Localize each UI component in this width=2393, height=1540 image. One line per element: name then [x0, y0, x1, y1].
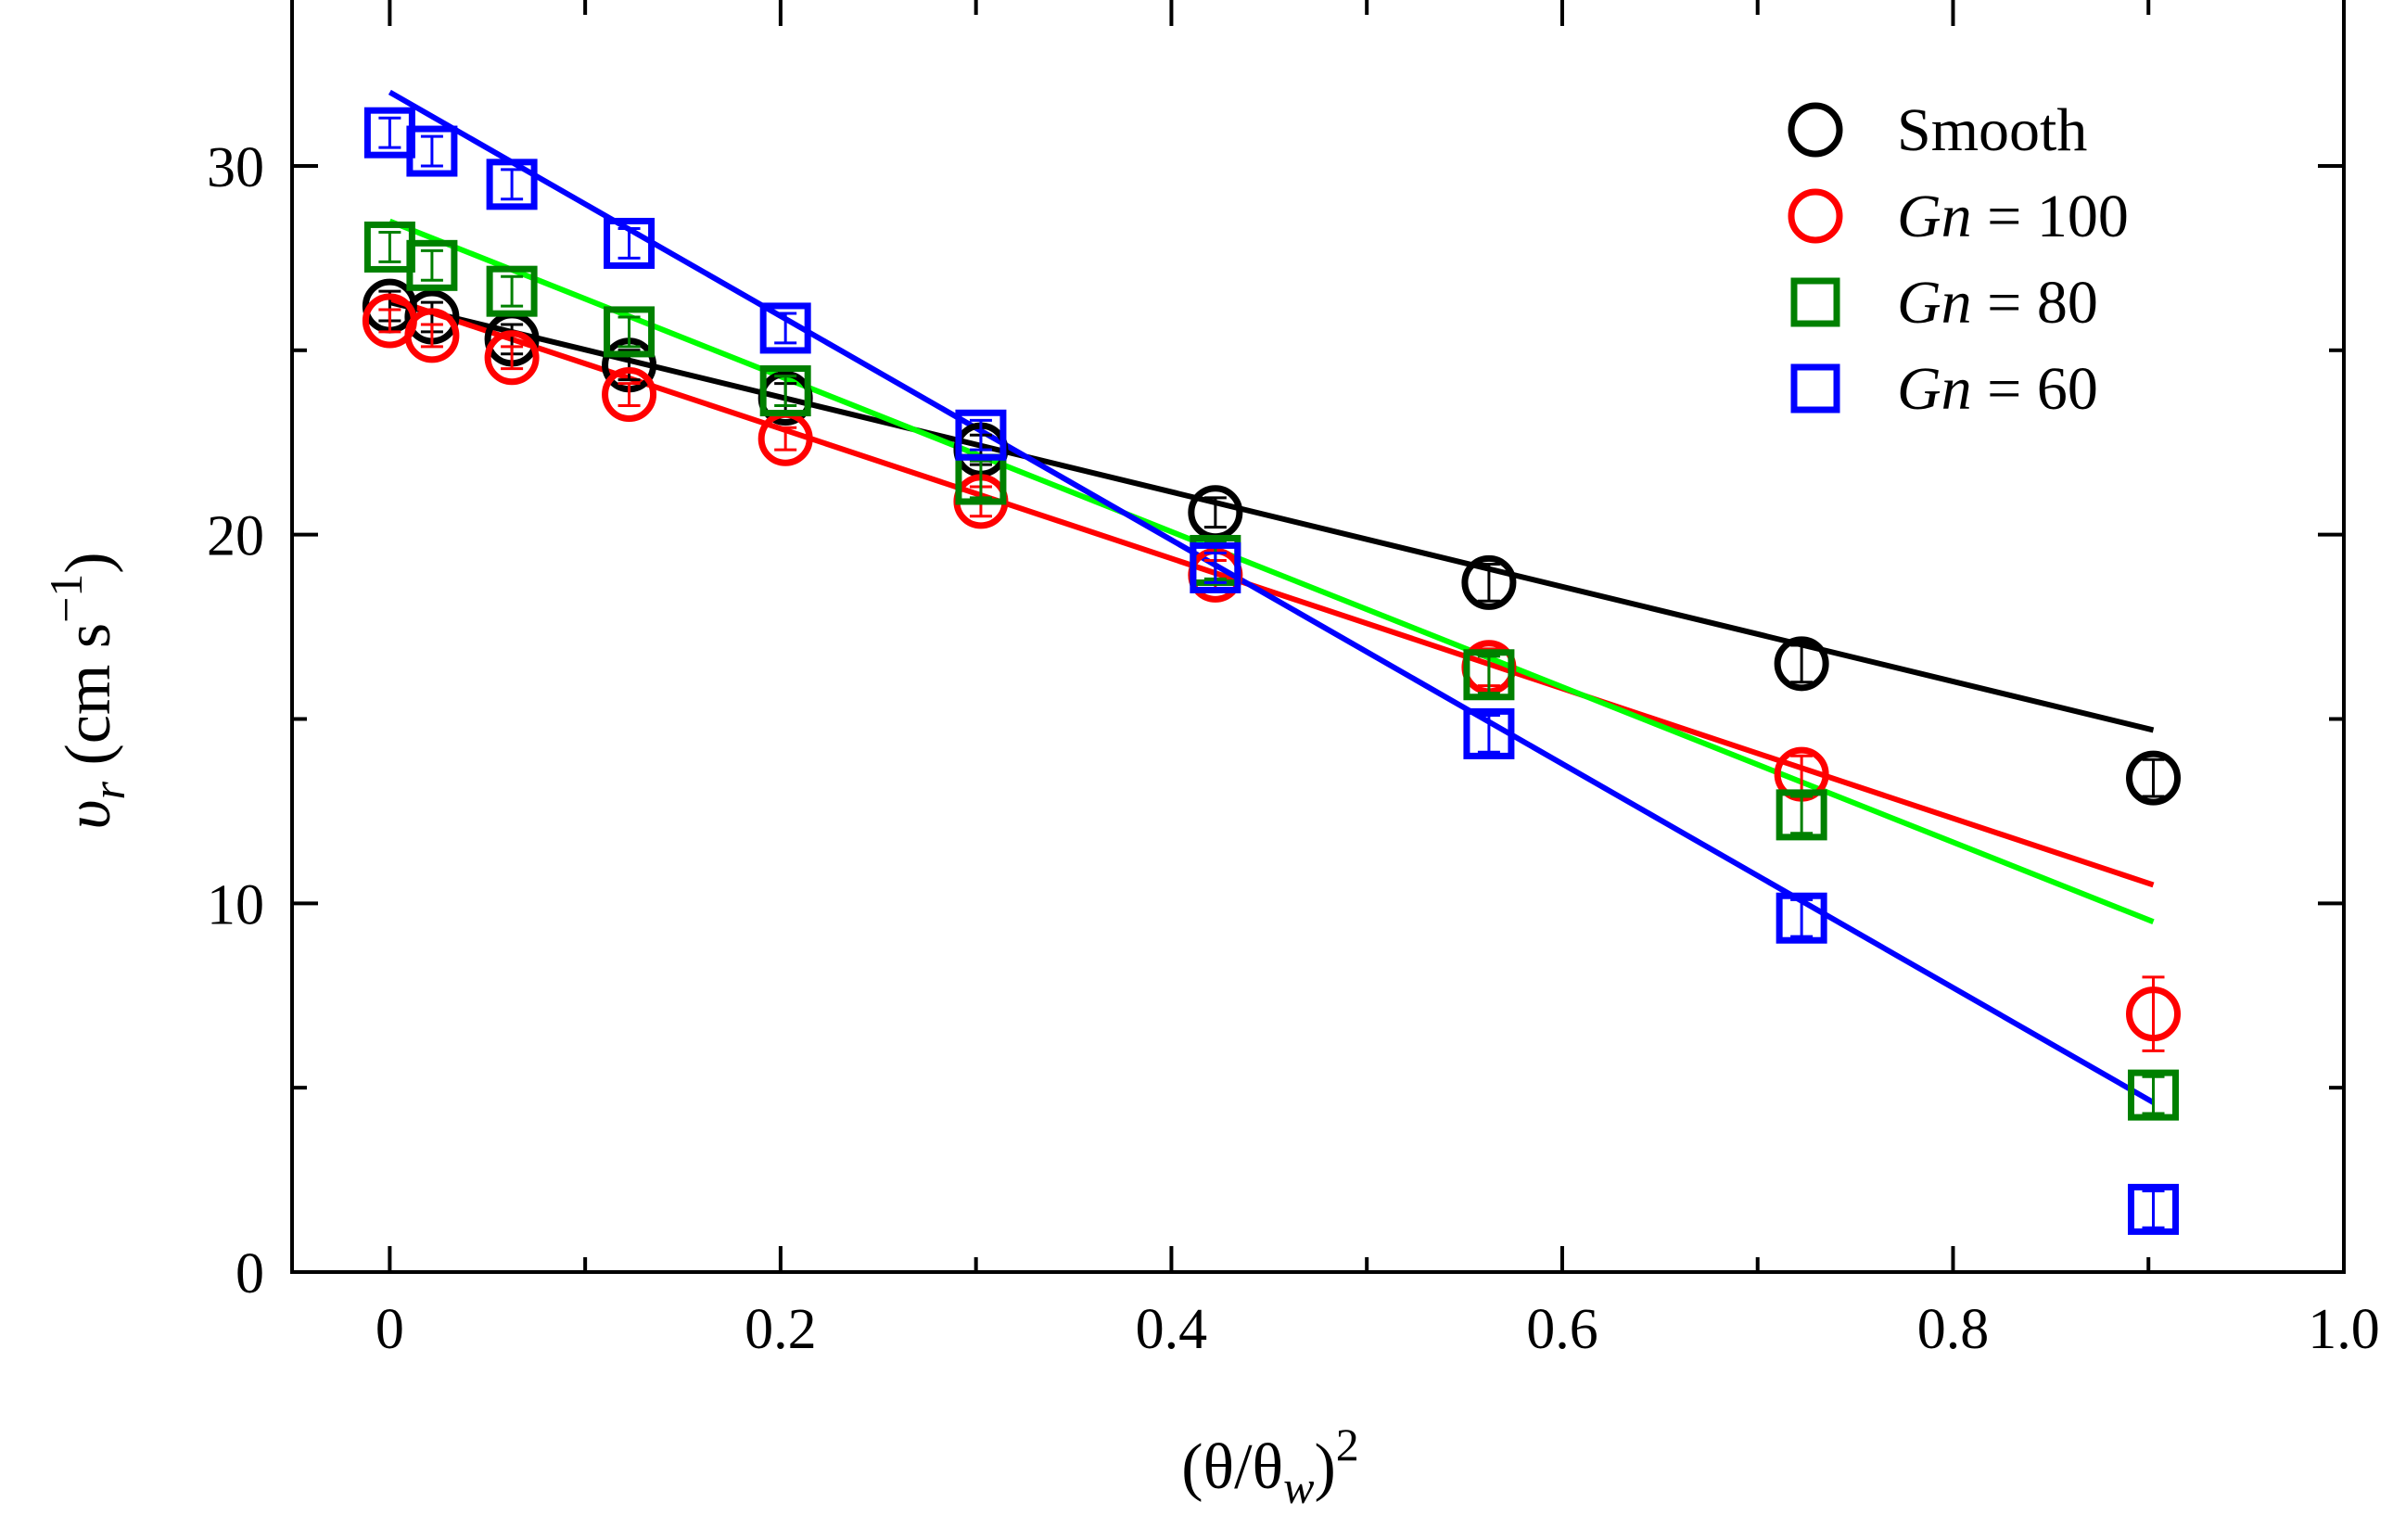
data-point	[604, 306, 656, 358]
legend-marker	[1790, 363, 1840, 414]
data-point	[955, 409, 1007, 461]
data-point	[406, 239, 458, 291]
plot-frame	[290, 0, 2346, 1274]
x-tick-label: 0.4	[1136, 1298, 1208, 1361]
legend-label: Gn = 80	[1897, 269, 2098, 337]
data-point	[2126, 986, 2182, 1042]
fit-line	[388, 89, 2155, 1105]
legend-marker	[1788, 102, 1843, 158]
legend-label-text: = 100	[1972, 183, 2129, 250]
x-tick-label: 0	[375, 1298, 404, 1361]
y-tick-label: 10	[207, 873, 264, 936]
legend-label: Gn = 60	[1897, 355, 2098, 423]
legend-label: Smooth	[1897, 96, 2087, 164]
data-point	[1776, 789, 1827, 841]
data-point	[1463, 649, 1515, 701]
x-axis-title: (θ/θw)2	[1181, 1419, 1359, 1513]
x-tick-label: 0.8	[1917, 1298, 1990, 1361]
data-point	[1776, 892, 1827, 944]
legend-label-text: = 80	[1972, 269, 2098, 337]
legend-label: Gn = 100	[1897, 183, 2129, 250]
legend-marker	[1788, 188, 1843, 244]
x-ticks: 0 0.2 0.4 0.6 0.8 1.0	[375, 0, 2380, 1361]
data-point	[1774, 636, 1829, 692]
legend-label-text: Smooth	[1897, 96, 2087, 164]
y-ticks: 0 10 20 30	[207, 136, 2344, 1305]
x-tick-label: 0.2	[745, 1298, 817, 1361]
y-tick-label: 30	[207, 136, 264, 199]
legend-label-var: Gn	[1897, 269, 1972, 337]
data-point	[1190, 541, 1241, 593]
data-point	[604, 217, 656, 269]
fit-line	[388, 218, 2155, 924]
data-point	[1463, 707, 1515, 759]
data-point	[486, 159, 538, 210]
data-point	[759, 365, 811, 417]
data-markers	[362, 107, 2182, 1235]
data-point	[2128, 1069, 2180, 1121]
fit-lines	[388, 89, 2155, 1105]
legend-label-var: Gn	[1897, 183, 1972, 250]
data-point	[404, 308, 460, 363]
data-point	[759, 302, 811, 354]
data-point	[486, 265, 538, 317]
fit-line	[388, 296, 2155, 888]
data-point	[484, 330, 540, 386]
data-point	[602, 367, 657, 423]
data-point	[2126, 750, 2182, 806]
x-tick-label: 0.6	[1526, 1298, 1598, 1361]
y-tick-label: 20	[207, 505, 264, 568]
y-axis-title: υr (cm s−1)	[40, 552, 134, 829]
data-point	[2128, 1183, 2180, 1235]
legend-label-var: Gn	[1897, 355, 1972, 423]
legend-label-text: = 60	[1972, 355, 2098, 423]
data-point	[406, 125, 458, 177]
y-tick-label: 0	[235, 1242, 264, 1305]
legend-marker	[1790, 277, 1840, 327]
x-tick-label: 1.0	[2308, 1298, 2380, 1361]
data-point	[1461, 554, 1517, 610]
fit-line	[388, 299, 2155, 733]
